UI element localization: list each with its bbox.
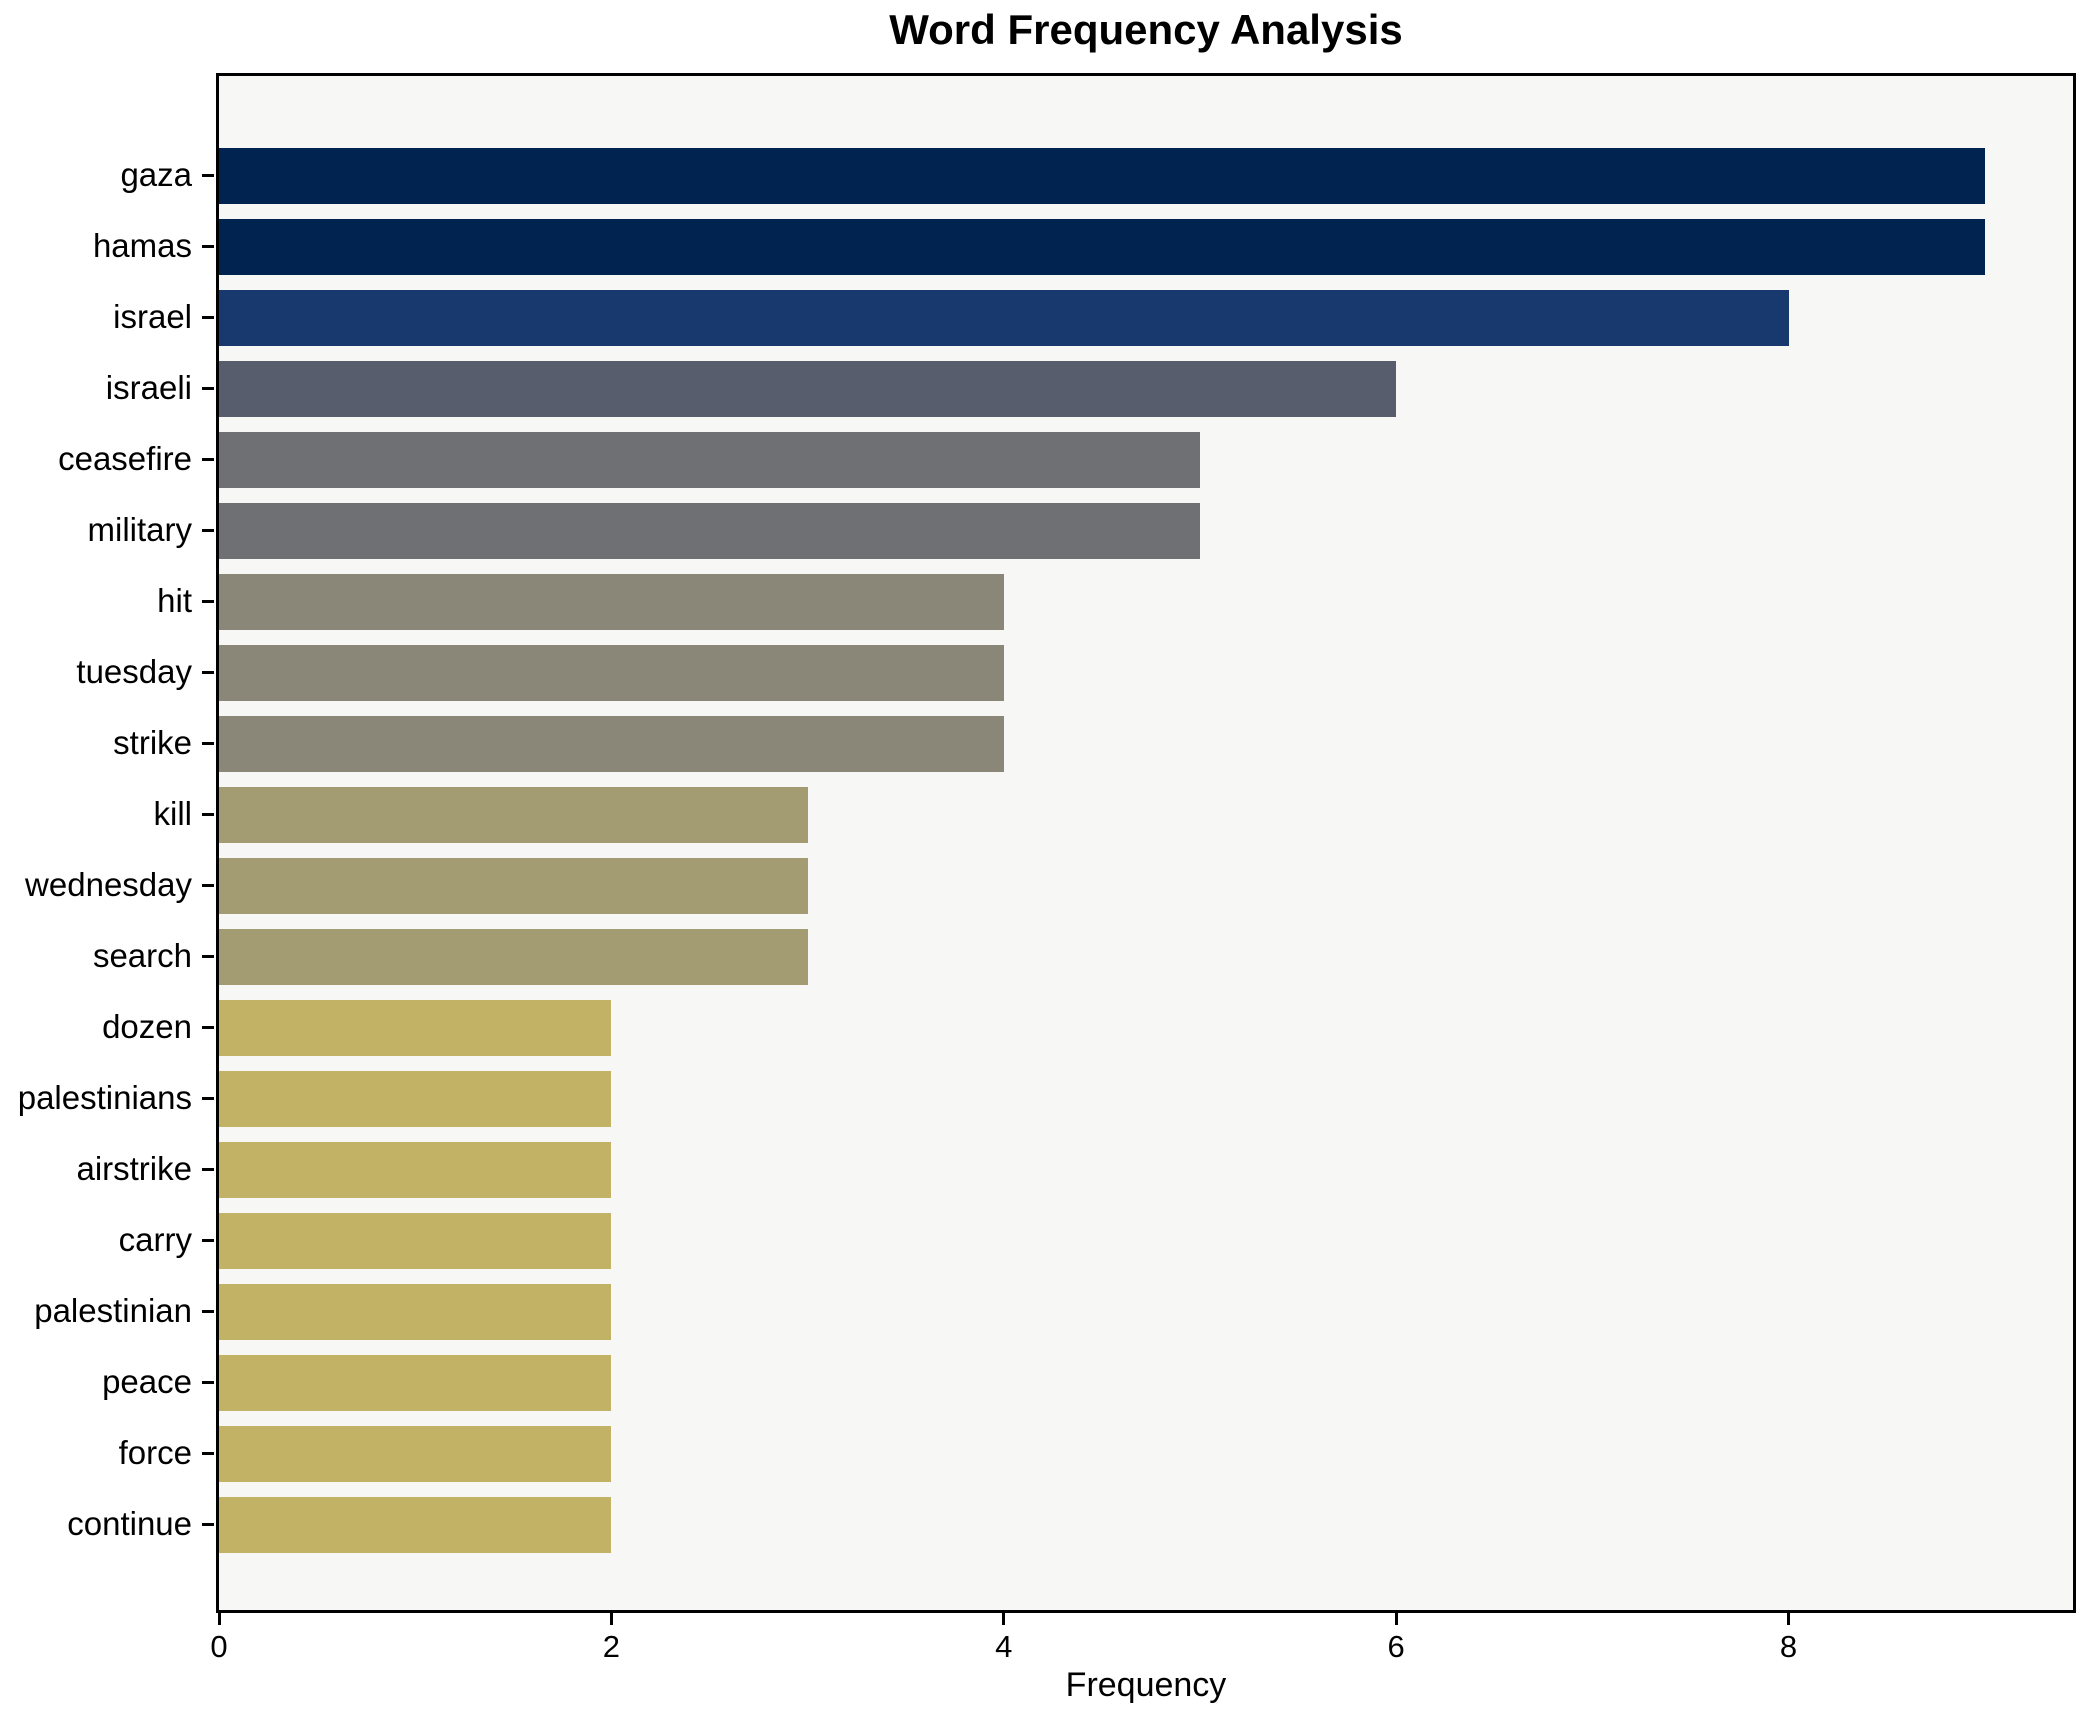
y-axis-label-search: search [92, 936, 192, 974]
bar-row-airstrike: airstrike [76, 1134, 2073, 1205]
y-axis-label-israel: israel [113, 297, 192, 335]
y-axis-label-hamas: hamas [92, 226, 192, 264]
bar-search [219, 928, 808, 985]
plot-area: gaza hamas israel israeli ceasefire military h… [18, 73, 2076, 1613]
bar-military [219, 502, 1200, 559]
bar-row-strike: strike [113, 708, 2073, 779]
y-axis-label-force: force [118, 1433, 192, 1471]
y-axis-label-palestinians: palestinians [17, 1078, 192, 1116]
y-tick-mark [202, 1381, 214, 1384]
bar-hit [219, 573, 1004, 630]
chart-title: Word Frequency Analysis [889, 6, 1403, 53]
bar-continue [219, 1496, 612, 1553]
bar-wednesday [219, 857, 808, 914]
bar-row-israel: israel [113, 282, 2073, 353]
bar-row-dozen: dozen [102, 992, 2073, 1063]
bar-row-force: force [119, 1418, 2073, 1489]
x-tick-label-8: 8 [1779, 1629, 1798, 1664]
bar-dozen [219, 999, 612, 1056]
bar-row-hit: hit [157, 566, 2073, 637]
y-tick-mark [202, 1239, 214, 1242]
x-tick-mark [609, 1613, 613, 1625]
y-tick-mark [202, 955, 214, 958]
y-tick-mark [202, 813, 214, 816]
y-tick-mark [202, 1026, 214, 1029]
y-tick-mark [202, 1310, 214, 1313]
y-tick-mark [202, 1097, 214, 1100]
x-tick-label-6: 6 [1387, 1629, 1405, 1664]
bar-force [219, 1425, 612, 1482]
y-axis-label-israeli: israeli [105, 368, 192, 406]
bar-row-palestinian: palestinian [34, 1276, 2073, 1347]
y-tick-mark [202, 458, 214, 461]
y-axis-label-gaza: gaza [120, 155, 192, 193]
bar-row-kill: kill [154, 779, 2073, 850]
bar-strike [219, 715, 1004, 772]
bar-palestinians [219, 1070, 612, 1127]
y-axis-label-peace: peace [102, 1362, 192, 1400]
y-axis-label-wednesday: wednesday [25, 865, 192, 903]
bar-row-search: search [93, 921, 2073, 992]
bar-palestinian [219, 1283, 612, 1340]
bar-row-continue: continue [67, 1489, 2073, 1560]
bar-row-gaza: gaza [120, 140, 2073, 211]
bar-row-ceasefire: ceasefire [58, 424, 2073, 495]
y-tick-mark [202, 174, 214, 177]
bar-row-carry: carry [119, 1205, 2073, 1276]
x-tick-label-2: 2 [602, 1629, 620, 1664]
y-tick-mark [202, 1168, 214, 1171]
bar-ceasefire [219, 431, 1200, 488]
x-tick-mark [1394, 1613, 1398, 1625]
bar-carry [219, 1212, 612, 1269]
y-axis-label-continue: continue [67, 1504, 192, 1542]
y-tick-mark [202, 1523, 214, 1526]
bar-row-wednesday: wednesday [25, 850, 2073, 921]
y-axis-label-carry: carry [118, 1220, 192, 1258]
bar-israel [219, 289, 1789, 346]
y-axis-label-kill: kill [153, 794, 193, 832]
y-axis-label-tuesday: tuesday [76, 652, 192, 690]
y-tick-mark [202, 742, 214, 745]
y-axis-label-dozen: dozen [102, 1007, 192, 1045]
y-axis-label-ceasefire: ceasefire [58, 439, 192, 477]
y-axis-label-military: military [87, 510, 193, 548]
bar-hamas [219, 218, 1985, 275]
bar-row-hamas: hamas [93, 211, 2073, 282]
x-tick-mark [1787, 1613, 1791, 1625]
bar-row-military: military [88, 495, 2073, 566]
y-tick-mark [202, 671, 214, 674]
bar-peace [219, 1354, 612, 1411]
bar-gaza [219, 147, 1985, 204]
x-tick-mark [217, 1613, 221, 1625]
y-axis-label-strike: strike [113, 723, 192, 761]
x-tick-mark [1002, 1613, 1006, 1625]
x-axis-title: Frequency [1065, 1666, 1227, 1704]
y-tick-mark [202, 529, 214, 532]
x-tick-label-0: 0 [210, 1629, 228, 1664]
bar-tuesday [219, 644, 1004, 701]
bar-row-israeli: israeli [106, 353, 2073, 424]
y-tick-mark [202, 884, 214, 887]
y-tick-mark [202, 316, 214, 319]
y-tick-mark [202, 600, 214, 603]
bar-israeli [219, 360, 1397, 417]
bar-row-peace: peace [102, 1347, 2073, 1418]
y-tick-mark [202, 1452, 214, 1455]
y-axis-label-hit: hit [157, 581, 192, 619]
bar-series: gaza hamas israel israeli ceasefire military h… [18, 140, 2073, 1560]
x-axis: 0 2 4 6 8 [210, 1613, 2073, 1683]
y-axis-label-airstrike: airstrike [76, 1149, 192, 1187]
bar-row-tuesday: tuesday [76, 637, 2073, 708]
bar-row-palestinians: palestinians [18, 1063, 2073, 1134]
y-tick-mark [202, 387, 214, 390]
bar-kill [219, 786, 808, 843]
y-axis-label-palestinian: palestinian [34, 1291, 192, 1329]
x-tick-label-4: 4 [995, 1629, 1013, 1664]
bar-airstrike [219, 1141, 612, 1198]
y-tick-mark [202, 245, 214, 248]
